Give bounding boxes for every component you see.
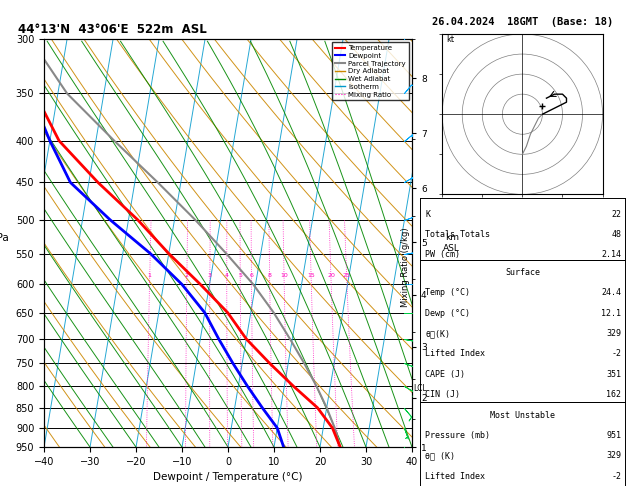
Text: Temp (°C): Temp (°C) xyxy=(425,288,470,297)
Text: 20: 20 xyxy=(327,273,335,278)
Text: 162: 162 xyxy=(606,390,621,399)
Text: θᴄ (K): θᴄ (K) xyxy=(425,451,455,460)
Text: 26.04.2024  18GMT  (Base: 18): 26.04.2024 18GMT (Base: 18) xyxy=(431,17,613,27)
Text: 5: 5 xyxy=(238,273,242,278)
Text: θᴄ(K): θᴄ(K) xyxy=(425,329,450,338)
Text: PW (cm): PW (cm) xyxy=(425,250,460,260)
X-axis label: Dewpoint / Temperature (°C): Dewpoint / Temperature (°C) xyxy=(153,472,303,483)
Text: Mixing Ratio (g/kg): Mixing Ratio (g/kg) xyxy=(401,227,410,307)
Text: Surface: Surface xyxy=(505,268,540,277)
Text: 2.14: 2.14 xyxy=(601,250,621,260)
Text: 4: 4 xyxy=(225,273,229,278)
Text: 25: 25 xyxy=(343,273,350,278)
Text: 1: 1 xyxy=(148,273,152,278)
Text: -2: -2 xyxy=(611,349,621,358)
Text: K: K xyxy=(425,209,430,219)
Text: 8: 8 xyxy=(268,273,272,278)
Text: 2: 2 xyxy=(185,273,189,278)
Text: 48: 48 xyxy=(611,230,621,239)
Text: kt: kt xyxy=(446,35,454,44)
Y-axis label: km
ASL: km ASL xyxy=(443,233,460,253)
Text: Lifted Index: Lifted Index xyxy=(425,472,485,481)
Text: Most Unstable: Most Unstable xyxy=(490,411,555,419)
Text: 44°13'N  43°06'E  522m  ASL: 44°13'N 43°06'E 522m ASL xyxy=(18,23,207,36)
Text: 329: 329 xyxy=(606,329,621,338)
Text: -2: -2 xyxy=(611,472,621,481)
Text: 951: 951 xyxy=(606,431,621,440)
Text: Lifted Index: Lifted Index xyxy=(425,349,485,358)
Text: 12.1: 12.1 xyxy=(601,309,621,317)
Y-axis label: hPa: hPa xyxy=(0,233,8,243)
Text: 10: 10 xyxy=(280,273,288,278)
Text: Pressure (mb): Pressure (mb) xyxy=(425,431,490,440)
Text: 22: 22 xyxy=(611,209,621,219)
Text: CIN (J): CIN (J) xyxy=(425,390,460,399)
Text: Dewp (°C): Dewp (°C) xyxy=(425,309,470,317)
Text: 15: 15 xyxy=(307,273,315,278)
Text: LCL: LCL xyxy=(413,384,427,393)
Text: 329: 329 xyxy=(606,451,621,460)
Text: 351: 351 xyxy=(606,370,621,379)
Text: CAPE (J): CAPE (J) xyxy=(425,370,465,379)
Text: 3: 3 xyxy=(208,273,212,278)
Text: Totals Totals: Totals Totals xyxy=(425,230,490,239)
Text: 6: 6 xyxy=(250,273,253,278)
Legend: Temperature, Dewpoint, Parcel Trajectory, Dry Adiabat, Wet Adiabat, Isotherm, Mi: Temperature, Dewpoint, Parcel Trajectory… xyxy=(332,42,408,100)
Text: 24.4: 24.4 xyxy=(601,288,621,297)
